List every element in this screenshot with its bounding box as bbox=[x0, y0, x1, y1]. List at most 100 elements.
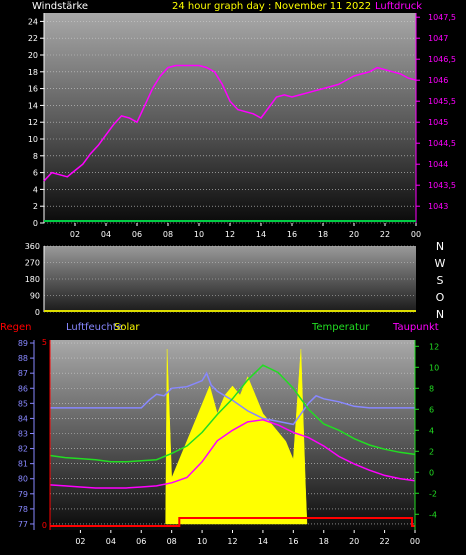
dewpoint-line bbox=[49, 419, 416, 489]
top-left-tick-label-6: 12 bbox=[28, 118, 38, 127]
header-left-label: Windstärke bbox=[32, 1, 88, 12]
bot-x-tick-label-6: 14 bbox=[258, 537, 268, 546]
humidity-tick-label-11: 88 bbox=[18, 354, 28, 363]
pressure-line bbox=[43, 64, 417, 182]
humidity-tick-label-5: 82 bbox=[18, 445, 28, 454]
humidity-tick-label-3: 80 bbox=[18, 475, 28, 484]
top-x-tick-label-9: 20 bbox=[349, 230, 359, 239]
top-x-tick-label-3: 08 bbox=[163, 230, 173, 239]
top-left-tick-label-9: 18 bbox=[28, 68, 38, 77]
bot-x-tick-label-0: 02 bbox=[75, 537, 85, 546]
humidity-tick-label-6: 83 bbox=[18, 429, 28, 438]
bot-x-tick-label-7: 16 bbox=[288, 537, 298, 546]
humidity-tick-label-8: 85 bbox=[18, 399, 28, 408]
humidity-tick-label-0: 77 bbox=[18, 520, 28, 529]
top-x-tick-label-10: 22 bbox=[380, 230, 390, 239]
humidity-tick-label-12: 89 bbox=[18, 339, 28, 348]
dir-tick-label-4: 360 bbox=[25, 242, 40, 251]
top-panel-bg bbox=[44, 13, 416, 223]
top-left-tick-label-12: 24 bbox=[28, 17, 38, 26]
bottom-panel-series bbox=[49, 349, 416, 527]
label-temperatur: Temperatur bbox=[311, 322, 370, 333]
temp-tick-label-0: -4 bbox=[429, 510, 437, 519]
wind-dir-letter-4: N bbox=[436, 308, 444, 321]
top-left-tick-label-3: 6 bbox=[33, 169, 38, 178]
temp-tick-label-7: 10 bbox=[429, 363, 439, 372]
wind-dir-letter-2: S bbox=[437, 274, 444, 287]
top-x-tick-label-8: 18 bbox=[318, 230, 328, 239]
rain-tick-label-top: 5 bbox=[42, 338, 47, 347]
top-x-tick-label-1: 04 bbox=[101, 230, 111, 239]
top-x-tick-label-7: 16 bbox=[287, 230, 297, 239]
bot-x-tick-label-3: 08 bbox=[167, 537, 177, 546]
label-solar: Solar bbox=[114, 322, 140, 333]
temp-tick-label-3: 2 bbox=[429, 447, 434, 456]
humidity-tick-label-2: 79 bbox=[18, 490, 28, 499]
temp-tick-label-6: 8 bbox=[429, 384, 434, 393]
temp-tick-label-5: 6 bbox=[429, 405, 434, 414]
top-right-tick-label-8: 1047 bbox=[428, 34, 448, 43]
temp-tick-label-4: 4 bbox=[429, 426, 434, 435]
top-right-tick-label-2: 1044 bbox=[428, 160, 448, 169]
label-luftfeuchte: Luftfeuchte bbox=[66, 322, 123, 333]
top-right-tick-label-7: 1046,5 bbox=[428, 55, 456, 64]
top-left-tick-label-4: 8 bbox=[33, 152, 38, 161]
top-x-tick-label-4: 10 bbox=[194, 230, 204, 239]
humidity-tick-label-10: 87 bbox=[18, 369, 28, 378]
humidity-tick-label-4: 81 bbox=[18, 460, 28, 469]
humidity-tick-label-1: 78 bbox=[18, 505, 28, 514]
temperature-line bbox=[49, 364, 416, 463]
top-x-tick-label-2: 06 bbox=[132, 230, 142, 239]
dir-tick-label-0: 0 bbox=[35, 308, 40, 317]
bot-x-tick-label-9: 20 bbox=[349, 537, 359, 546]
header-right-label: Luftdruck bbox=[375, 1, 422, 12]
top-right-tick-label-4: 1045 bbox=[428, 118, 448, 127]
top-left-tick-label-5: 10 bbox=[28, 135, 38, 144]
top-right-tick-label-0: 1043 bbox=[428, 202, 448, 211]
bot-x-tick-label-2: 06 bbox=[136, 537, 146, 546]
temp-tick-label-8: 12 bbox=[429, 342, 439, 351]
top-left-tick-label-2: 4 bbox=[33, 185, 38, 194]
top-right-tick-label-9: 1047,5 bbox=[428, 13, 456, 22]
rain-line bbox=[50, 517, 415, 527]
top-right-tick-label-3: 1044,5 bbox=[428, 139, 456, 148]
rain-tick-label-bottom: 0 bbox=[42, 521, 47, 530]
top-panel-axes: 02468101214161820222410431043,510441044,… bbox=[28, 13, 456, 239]
wind-direction-axes: 0 90 180 270 360 bbox=[25, 242, 45, 317]
top-panel-series bbox=[43, 64, 417, 222]
top-right-tick-label-1: 1043,5 bbox=[428, 181, 456, 190]
top-panel-grid bbox=[44, 21, 416, 224]
dir-tick-label-2: 180 bbox=[25, 275, 40, 284]
top-left-tick-label-11: 22 bbox=[28, 34, 38, 43]
dir-tick-label-1: 90 bbox=[30, 292, 40, 301]
top-x-tick-label-11: 00 bbox=[411, 230, 421, 239]
wind-dir-letter-0: N bbox=[436, 240, 444, 253]
top-left-tick-label-8: 16 bbox=[28, 85, 38, 94]
bot-x-tick-label-4: 10 bbox=[197, 537, 207, 546]
top-right-tick-label-5: 1045,5 bbox=[428, 97, 456, 106]
wind-dir-letter-3: O bbox=[436, 291, 445, 304]
top-right-tick-label-6: 1046 bbox=[428, 76, 448, 85]
bot-x-tick-label-11: 00 bbox=[410, 537, 420, 546]
humidity-tick-label-9: 86 bbox=[18, 384, 28, 393]
top-x-tick-label-0: 02 bbox=[70, 230, 80, 239]
bot-x-tick-label-10: 22 bbox=[379, 537, 389, 546]
bot-x-tick-label-1: 04 bbox=[106, 537, 116, 546]
label-regen: Regen bbox=[0, 322, 32, 333]
temp-tick-label-1: -2 bbox=[429, 489, 437, 498]
wind-dir-letter-1: W bbox=[435, 257, 446, 270]
top-left-tick-label-1: 2 bbox=[33, 202, 38, 211]
bottom-panel-grid bbox=[50, 342, 415, 525]
temp-tick-label-2: 0 bbox=[429, 468, 434, 477]
bot-x-tick-label-5: 12 bbox=[227, 537, 237, 546]
humidity-line bbox=[50, 371, 415, 426]
dir-tick-label-3: 270 bbox=[25, 259, 40, 268]
label-taupunkt: Taupunkt bbox=[392, 322, 439, 333]
top-left-tick-label-7: 14 bbox=[28, 101, 38, 110]
humidity-tick-label-7: 84 bbox=[18, 414, 28, 423]
top-left-tick-label-0: 0 bbox=[33, 219, 38, 228]
top-x-tick-label-6: 14 bbox=[256, 230, 266, 239]
